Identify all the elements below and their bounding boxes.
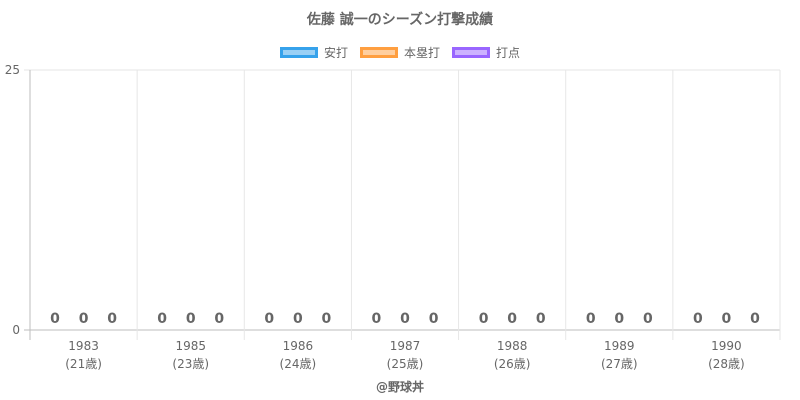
x-tick-sublabel: (24歳) <box>280 357 317 371</box>
data-label: 0 <box>50 311 60 327</box>
data-label: 0 <box>479 311 489 327</box>
legend-item-rbi[interactable]: 打点 <box>452 44 520 61</box>
legend-swatch-hits <box>279 47 318 58</box>
y-tick-label: 0 <box>12 323 20 337</box>
data-label: 0 <box>293 311 303 327</box>
data-label: 0 <box>214 311 224 327</box>
x-tick-label: 1990 <box>711 339 742 353</box>
data-label: 0 <box>157 311 167 327</box>
x-tick-label: 1985 <box>175 339 206 353</box>
x-tick-label: 1987 <box>390 339 421 353</box>
data-label: 0 <box>79 311 89 327</box>
data-label: 0 <box>322 311 332 327</box>
data-label: 0 <box>693 311 703 327</box>
legend: 安打 本塁打 打点 <box>0 44 800 61</box>
data-label: 0 <box>264 311 274 327</box>
legend-label-home-runs: 本塁打 <box>403 46 440 60</box>
x-tick-sublabel: (27歳) <box>601 357 638 371</box>
legend-item-home-runs[interactable]: 本塁打 <box>359 44 440 61</box>
y-tick-label: 25 <box>5 63 20 77</box>
watermark: @野球丼 <box>375 380 424 394</box>
legend-label-hits: 安打 <box>323 46 348 60</box>
data-label: 0 <box>372 311 382 327</box>
data-label: 0 <box>586 311 596 327</box>
data-label: 0 <box>186 311 196 327</box>
legend-swatch-home-runs <box>359 47 398 58</box>
data-label: 0 <box>107 311 117 327</box>
data-label: 0 <box>722 311 732 327</box>
x-tick-sublabel: (26歳) <box>494 357 531 371</box>
data-label: 0 <box>400 311 410 327</box>
x-tick-label: 1986 <box>283 339 314 353</box>
data-label: 0 <box>536 311 546 327</box>
x-tick-label: 1989 <box>604 339 635 353</box>
data-label: 0 <box>643 311 653 327</box>
data-label: 0 <box>614 311 624 327</box>
x-tick-label: 1988 <box>497 339 528 353</box>
legend-item-hits[interactable]: 安打 <box>279 44 348 61</box>
data-label: 0 <box>507 311 517 327</box>
x-tick-sublabel: (28歳) <box>708 357 745 371</box>
chart-title: 佐藤 誠一のシーズン打撃成績 <box>306 12 494 28</box>
x-tick-sublabel: (25歳) <box>387 357 424 371</box>
legend-swatch-rbi <box>452 47 490 58</box>
x-tick-sublabel: (23歳) <box>172 357 209 371</box>
x-tick-label: 1983 <box>68 339 99 353</box>
x-tick-sublabel: (21歳) <box>65 357 102 371</box>
data-label: 0 <box>750 311 760 327</box>
data-label: 0 <box>429 311 439 327</box>
legend-label-rbi: 打点 <box>496 46 521 60</box>
